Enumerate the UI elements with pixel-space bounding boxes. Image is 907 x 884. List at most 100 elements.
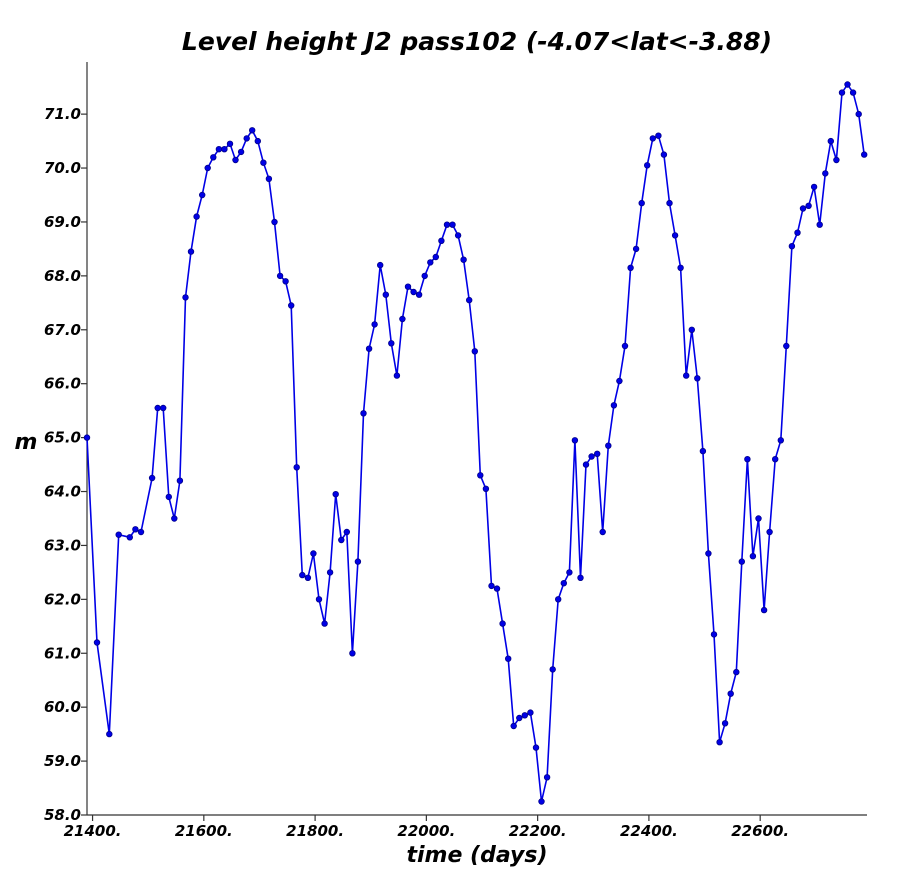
- data-point: [677, 264, 684, 271]
- data-point: [738, 558, 745, 565]
- data-point: [610, 402, 618, 409]
- y-tick-label: 61.0: [44, 644, 81, 662]
- data-point: [265, 175, 273, 182]
- data-point: [521, 712, 528, 719]
- data-point: [844, 81, 851, 88]
- data-point: [221, 145, 228, 153]
- data-point: [310, 550, 317, 557]
- y-tick-label: 62.0: [44, 590, 81, 608]
- tick-group: 58.0 59.0 60.0 61.0 62.0 63.0 64.0 65.0 66.0 67.0…: [44, 105, 789, 840]
- data-point: [338, 536, 345, 544]
- data-point: [204, 164, 211, 172]
- data-point: [193, 213, 200, 220]
- data-point: [293, 464, 300, 471]
- data-point: [460, 256, 467, 263]
- data-point: [471, 348, 478, 355]
- data-point: [694, 375, 701, 382]
- data-point: [816, 221, 823, 228]
- x-tick-label: 21600.: [175, 822, 233, 840]
- data-point: [326, 569, 334, 576]
- data-point: [855, 110, 862, 118]
- y-tick-label: 69.0: [44, 213, 81, 231]
- y-tick-label: 58.0: [44, 806, 81, 824]
- data-point: [532, 744, 540, 751]
- data-point: [332, 491, 339, 498]
- y-tick-label: 63.0: [44, 536, 81, 554]
- series-line: [86, 83, 865, 802]
- data-point: [371, 321, 378, 328]
- data-point: [210, 154, 217, 161]
- data-point: [377, 261, 384, 269]
- data-point: [805, 202, 812, 209]
- data-point: [404, 283, 412, 290]
- data-point: [505, 655, 512, 662]
- data-point: [148, 474, 156, 482]
- data-point: [688, 326, 695, 333]
- data-point: [93, 639, 101, 646]
- data-point: [482, 485, 490, 492]
- data-point: [543, 774, 551, 781]
- data-point: [766, 528, 773, 536]
- data-point: [838, 89, 846, 96]
- data-point: [721, 720, 729, 727]
- data-point: [454, 232, 462, 239]
- data-point: [666, 199, 673, 207]
- data-point: [760, 606, 768, 614]
- x-tick-label: 22000.: [397, 822, 455, 840]
- data-point: [788, 242, 796, 250]
- data-point: [421, 272, 428, 280]
- data-point: [772, 456, 779, 463]
- x-tick-label: 21400.: [64, 822, 122, 840]
- data-point: [655, 132, 662, 139]
- data-point: [271, 218, 278, 226]
- data-point: [749, 553, 757, 560]
- data-point: [438, 237, 445, 244]
- data-point: [382, 291, 389, 298]
- data-point: [582, 461, 590, 468]
- data-point: [833, 156, 840, 164]
- data-point: [226, 140, 234, 147]
- data-point: [276, 272, 284, 280]
- data-point: [427, 259, 434, 266]
- data-point: [744, 456, 751, 463]
- data-point: [560, 580, 567, 587]
- data-point: [182, 294, 189, 301]
- data-point: [649, 135, 656, 142]
- data-point: [106, 730, 113, 738]
- data-point: [488, 582, 495, 590]
- data-point: [365, 345, 373, 352]
- data-point: [198, 191, 206, 199]
- data-point: [254, 137, 261, 145]
- data-point: [638, 199, 645, 207]
- data-point: [388, 340, 395, 347]
- data-point: [755, 515, 762, 522]
- data-point: [727, 690, 734, 697]
- data-point: [415, 291, 423, 298]
- data-point: [710, 631, 718, 638]
- data-point: [349, 650, 356, 657]
- data-point: [399, 315, 406, 323]
- data-point: [577, 574, 584, 581]
- data-point: [538, 798, 545, 805]
- data-point: [566, 569, 573, 576]
- data-point: [393, 372, 401, 379]
- data-point: [632, 245, 640, 253]
- plot-area: [83, 81, 868, 805]
- y-tick-label: 70.0: [44, 159, 81, 177]
- data-point: [549, 666, 556, 673]
- data-point: [171, 515, 178, 522]
- y-axis-label: m: [15, 430, 38, 455]
- data-point: [493, 585, 501, 592]
- y-tick-label: 67.0: [44, 321, 81, 339]
- data-point: [83, 434, 91, 441]
- data-point: [443, 221, 451, 228]
- data-point: [232, 156, 239, 164]
- data-point: [849, 89, 857, 96]
- data-point: [716, 739, 723, 746]
- data-point: [176, 477, 184, 484]
- data-point: [159, 404, 167, 412]
- data-point: [432, 253, 439, 261]
- chart-title: Level height J2 pass102 (-4.07<lat<-3.88…: [182, 27, 772, 56]
- data-point: [466, 296, 473, 304]
- data-point: [810, 183, 818, 191]
